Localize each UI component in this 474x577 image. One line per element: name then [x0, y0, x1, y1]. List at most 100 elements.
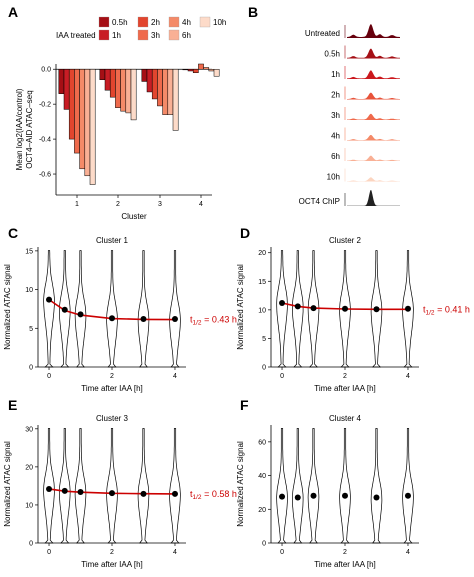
track-label-6: 6h [331, 152, 340, 161]
x-tick-label: 0 [47, 373, 51, 380]
x-tick-label: 2 [343, 549, 347, 556]
legend: IAA treated 0.5h 1h 2h 3h 4h 6h 10h [56, 16, 226, 41]
track-signal-4 [347, 113, 400, 120]
legend-swatch-2h [137, 16, 149, 28]
track-signal-0 [347, 24, 400, 38]
median-point-t3 [373, 494, 380, 501]
x-axis-label: Time after IAA [h] [81, 560, 143, 569]
x-tick-label: 3 [158, 201, 162, 208]
violin-t0 [43, 250, 55, 368]
y-axis-label: Normalized ATAC signal [236, 264, 245, 350]
track-label-0: Untreated [305, 29, 340, 38]
halflife-annotation: t1/2 = 0.43 h [190, 315, 237, 327]
legend-label-3h: 3h [151, 31, 160, 40]
x-tick-label: 2 [343, 373, 347, 380]
violin-t0.5 [292, 250, 304, 368]
bar-6h-cluster-4 [208, 68, 215, 72]
violin-t3 [137, 428, 150, 544]
violin-t1 [307, 250, 320, 368]
panel-a-bar-chart: 0.0 -0.2 -0.4 -0.6 1 2 3 4 Cluster Mean log2(IAA/… [15, 16, 226, 221]
violin-t3 [370, 428, 383, 544]
legend-label-10h: 10h [213, 18, 226, 27]
legend-label-2h: 2h [151, 18, 160, 27]
violin-t0 [43, 428, 55, 544]
bar-0.5h-cluster-1 [58, 68, 65, 94]
panel-c-violin: Cluster 1 0 5 10 15 0 2 4 Time after IAA [h] Norm… [3, 236, 237, 393]
x-tick-label: 4 [173, 373, 177, 380]
bar-10h-cluster-2 [130, 68, 137, 121]
bar-6h-cluster-1 [84, 68, 91, 177]
panel-e-violin: Cluster 3 0 10 20 30 0 2 4 Time after IAA [h] Nor… [3, 414, 237, 569]
y-axis-label: Normalized ATAC signal [3, 441, 12, 527]
track-label-8: OCT4 ChIP [299, 197, 340, 206]
median-point-t0 [46, 296, 53, 303]
track-label-4: 3h [331, 111, 340, 120]
violin-t4 [169, 428, 181, 544]
violin-t4 [402, 250, 414, 368]
bar-4h-cluster-1 [79, 68, 86, 170]
y-tick-label: 5 [262, 336, 266, 343]
figure-root: A B C D E F 0.0 -0.2 -0.4 -0.6 1 2 3 4 Cluster Mean log… [3, 4, 470, 569]
legend-label-6h: 6h [182, 31, 191, 40]
legend-swatch-4h [168, 16, 180, 28]
legend-title: IAA treated [56, 31, 96, 40]
median-point-t2 [342, 305, 348, 312]
bar-10h-cluster-4 [213, 68, 220, 77]
panel-title: Cluster 1 [96, 236, 129, 245]
violin-t0.5 [292, 428, 304, 544]
violin-t2 [339, 428, 351, 544]
track-signal-3 [347, 92, 400, 100]
y-tick-label: 0 [29, 541, 33, 548]
median-point-t0 [46, 485, 53, 492]
bar-4h-cluster-3 [162, 68, 169, 115]
median-point-t1 [310, 305, 317, 312]
x-tick-label: 0 [280, 549, 284, 556]
violin-t0.5 [59, 250, 71, 368]
x-tick-label: 0 [280, 373, 284, 380]
x-tick-label: 2 [116, 201, 120, 208]
y-tick-label: -0.2 [39, 102, 51, 109]
median-point-t3 [140, 490, 147, 497]
panel-title: Cluster 4 [329, 414, 362, 423]
bar-1h-cluster-4 [187, 68, 194, 72]
track-signal-1 [347, 48, 400, 59]
legend-swatch-6h [168, 29, 180, 41]
panel-letter-c: C [8, 225, 18, 241]
median-point-t2 [342, 492, 348, 499]
y-tick-label: 15 [258, 279, 266, 286]
violin-t1 [74, 250, 87, 368]
violin-t4 [402, 428, 414, 544]
x-axis-label: Time after IAA [h] [314, 560, 376, 569]
bar-2h-cluster-4 [192, 68, 199, 73]
bar-10h-cluster-1 [89, 68, 96, 185]
y-tick-label: 40 [258, 473, 266, 480]
bar-0.5h-cluster-3 [141, 68, 148, 82]
median-point-t0.5 [294, 494, 301, 501]
panel-f-violin: Cluster 4 0 20 40 60 0 2 4 Time after IAA [h] Nor… [236, 414, 419, 569]
x-tick-label: 4 [199, 201, 203, 208]
y-tick-label: 20 [258, 250, 266, 257]
bar-3h-cluster-1 [74, 68, 80, 154]
x-axis-label: Cluster [121, 212, 147, 221]
panel-letter-e: E [8, 397, 17, 413]
track-label-7: 10h [327, 173, 340, 182]
y-tick-label: 60 [258, 439, 266, 446]
bar-6h-cluster-2 [125, 68, 132, 114]
y-tick-label: 0.0 [41, 67, 51, 74]
x-tick-label: 1 [75, 201, 79, 208]
track-signal-8 [347, 190, 400, 206]
median-point-t2 [109, 490, 115, 497]
y-tick-label: 20 [25, 464, 33, 471]
median-point-t2 [109, 315, 115, 322]
x-tick-label: 2 [110, 549, 114, 556]
median-point-t4 [171, 490, 178, 497]
median-point-t1 [77, 311, 84, 318]
legend-label-1h: 1h [112, 31, 121, 40]
y-tick-label: 30 [25, 426, 33, 433]
y-tick-label: 0 [262, 541, 266, 548]
median-point-t0.5 [61, 487, 68, 494]
bar-0.5h-cluster-4 [182, 68, 189, 71]
y-tick-label: 5 [29, 326, 33, 333]
violin-t2 [339, 250, 351, 368]
panel-title: Cluster 3 [96, 414, 129, 423]
